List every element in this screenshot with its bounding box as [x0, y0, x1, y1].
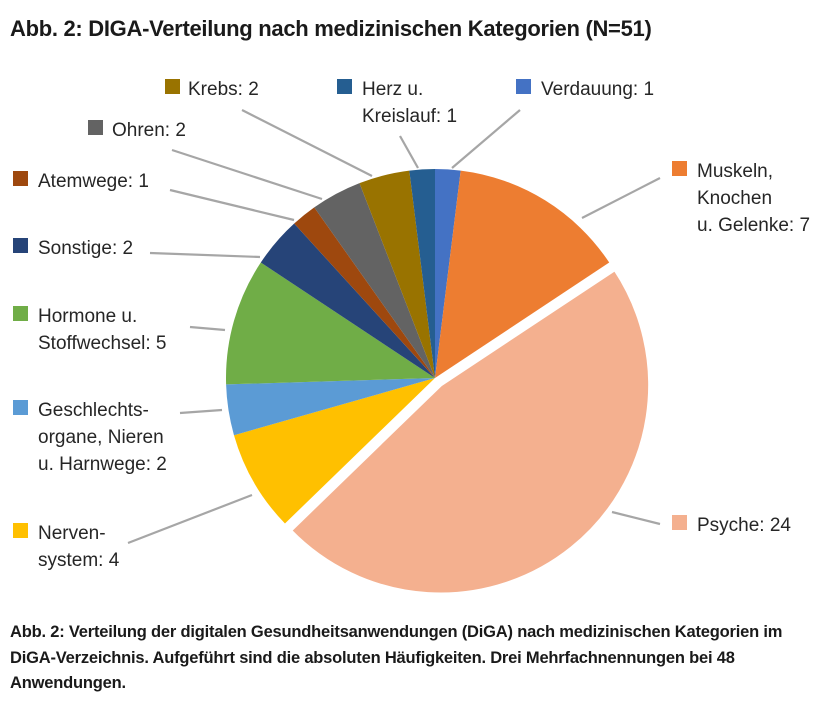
data-label-nervensystem: Nerven- [38, 523, 106, 544]
legend-swatch-krebs [165, 79, 180, 94]
data-label-hormone-u-stoffwechsel: Stoffwechsel: 5 [38, 333, 167, 354]
pie-slice-ohren [314, 183, 435, 378]
leader-line-herz-u-kreislauf [399, 135, 419, 169]
legend-swatch-psyche [672, 515, 687, 530]
leader-line-atemwege [169, 188, 295, 222]
leader-line-hormone-u-stoffwechsel [189, 325, 226, 332]
data-label-psyche: Psyche: 24 [697, 515, 791, 536]
pie-slice-hormone-u-stoffwechsel [226, 262, 435, 385]
data-label-nervensystem: system: 4 [38, 550, 120, 571]
leader-line-ohren [171, 148, 323, 201]
data-label-muskeln-knochen-u-gelenke: Muskeln, [697, 161, 773, 182]
pie-slice-herz-u-kreislauf [409, 169, 435, 378]
figure-caption: Abb. 2: Verteilung der digitalen Gesundh… [10, 623, 783, 692]
data-label-herz-u-kreislauf: Herz u. [362, 79, 423, 100]
chart-title: Abb. 2: DIGA-Verteilung nach medizinisch… [10, 16, 652, 41]
legend-swatch-verdauung [516, 79, 531, 94]
data-label-hormone-u-stoffwechsel: Hormone u. [38, 306, 137, 327]
leader-line-nervensystem [127, 493, 253, 545]
pie-slice-psyche [288, 267, 652, 596]
leader-line-krebs [241, 109, 373, 177]
legend-swatch-herz-u-kreislauf [337, 79, 352, 94]
data-label-herz-u-kreislauf: Kreislauf: 1 [362, 106, 457, 127]
data-label-geschlechtsorgane-nieren-u-harnwege: u. Harnwege: 2 [38, 454, 167, 475]
data-label-verdauung: Verdauung: 1 [541, 79, 654, 100]
pie-slice-sonstige [260, 223, 435, 378]
data-label-muskeln-knochen-u-gelenke: u. Gelenke: 7 [697, 215, 810, 236]
leader-line-geschlechtsorgane-nieren-u-harnwege [179, 408, 223, 415]
leader-line-muskeln-knochen-u-gelenke [581, 177, 661, 219]
data-label-geschlechtsorgane-nieren-u-harnwege: organe, Nieren [38, 427, 164, 448]
pie-slice-krebs [359, 170, 435, 378]
legend-swatch-ohren [88, 120, 103, 135]
pie-slice-geschlechtsorgane-nieren-u-harnwege [226, 378, 435, 436]
data-label-geschlechtsorgane-nieren-u-harnwege: Geschlechts- [38, 400, 149, 421]
pie-slice-nervensystem [233, 378, 435, 524]
legend-swatch-sonstige [13, 238, 28, 253]
legend-swatch-muskeln-knochen-u-gelenke [672, 161, 687, 176]
data-label-muskeln-knochen-u-gelenke: Knochen [697, 188, 772, 209]
legend-swatch-hormone-u-stoffwechsel [13, 306, 28, 321]
legend-swatch-nervensystem [13, 523, 28, 538]
data-label-sonstige: Sonstige: 2 [38, 238, 133, 259]
leader-line-verdauung [451, 109, 521, 169]
pie-slice-muskeln-knochen-u-gelenke [435, 170, 610, 378]
leader-line-psyche [611, 510, 661, 526]
legend-swatch-geschlechtsorgane-nieren-u-harnwege [13, 400, 28, 415]
data-label-ohren: Ohren: 2 [112, 120, 186, 141]
pie-slice-atemwege [294, 207, 435, 378]
data-label-krebs: Krebs: 2 [188, 79, 259, 100]
legend-swatch-atemwege [13, 171, 28, 186]
pie-slice-verdauung [435, 169, 461, 378]
leader-line-sonstige [149, 251, 261, 259]
data-label-atemwege: Atemwege: 1 [38, 171, 149, 192]
